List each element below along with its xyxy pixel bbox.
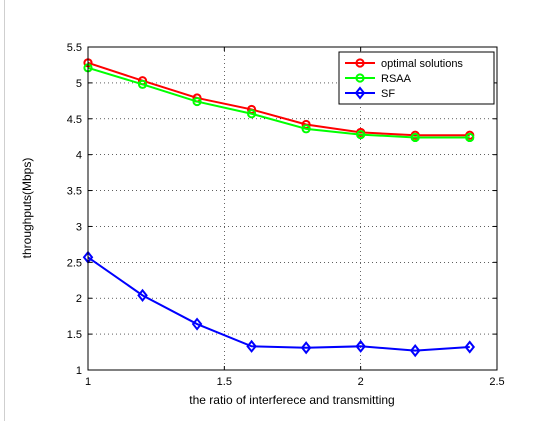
y-tick-label: 5 (76, 78, 82, 90)
data-point-marker (191, 317, 203, 331)
data-point-marker (356, 129, 366, 140)
x-tick-label: 1.5 (217, 376, 232, 388)
series (82, 250, 476, 358)
y-tick-label: 5.5 (67, 42, 82, 54)
y-tick-label: 4.5 (67, 114, 82, 126)
y-tick-label: 2 (76, 293, 82, 305)
y-tick-label: 3.5 (67, 186, 82, 198)
legend: optimal solutions RSAA SF (338, 51, 495, 105)
series-layer (82, 58, 476, 358)
data-point-marker (246, 339, 257, 353)
data-point-marker (247, 109, 257, 119)
plot-frame (87, 46, 498, 371)
legend-label: optimal solutions (381, 58, 463, 70)
data-point-marker (137, 288, 148, 302)
x-axis-label: the ratio of interferece and transmittin… (189, 393, 394, 407)
series-line (87, 61, 470, 137)
grid-lines (88, 47, 497, 370)
data-point-marker (137, 79, 148, 89)
data-point-marker (465, 132, 475, 143)
series-line (87, 66, 470, 139)
y-tick-label: 3 (76, 221, 82, 233)
data-point-marker (354, 86, 366, 100)
y-tick-label: 1.5 (67, 329, 82, 341)
data-point-marker (410, 132, 420, 143)
legend-item: RSAA (345, 73, 412, 85)
y-axis-label: throughputs(Mbps) (20, 158, 34, 259)
x-tick-label: 2 (358, 376, 364, 388)
axis-ticks: 1 1.5 2 2.5 1 1.5 2 2.5 3 3.5 4 4.5 5 5.5 (67, 42, 505, 388)
data-point-marker (355, 339, 366, 353)
data-point-marker (300, 341, 312, 355)
data-point-marker (355, 73, 365, 83)
left-divider (4, 0, 5, 421)
legend-item: SF (345, 86, 395, 100)
x-tick-label: 1 (85, 376, 91, 388)
legend-label: RSAA (381, 73, 412, 85)
y-tick-label: 2.5 (67, 257, 82, 269)
y-tick-label: 1 (76, 365, 82, 377)
data-point-marker (464, 340, 476, 354)
data-point-marker (192, 96, 202, 107)
legend-item: optimal solutions (345, 58, 463, 70)
legend-label: SF (381, 88, 395, 100)
data-point-marker (301, 124, 311, 134)
data-point-marker (409, 344, 421, 358)
x-tick-label: 2.5 (489, 376, 504, 388)
data-point-marker (355, 58, 365, 68)
series-line (87, 256, 470, 352)
y-tick-label: 4 (76, 150, 82, 162)
